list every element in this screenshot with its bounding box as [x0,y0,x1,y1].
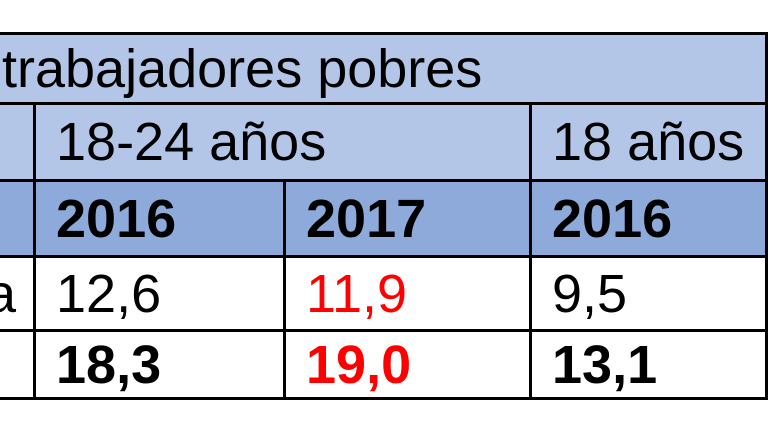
data-value: 18,3 [56,334,162,395]
year-header-label: 2017 [306,188,427,249]
col-group-label: 18-24 años [56,112,327,172]
table-title: trabajadores pobres [2,38,483,99]
row-label-2 [0,332,36,397]
year-header-label: 2016 [552,188,673,249]
row-label-spacer-years [0,182,36,258]
col-group-header-18: 18 años [532,105,765,182]
data-value: 19,0 [306,334,412,395]
data-cell-r1-2017: 11,9 [286,258,532,332]
row-label-spacer-groups [0,105,36,182]
data-cell-r1-2016b: 9,5 [532,258,765,332]
data-cell-r1-2016: 12,6 [36,258,286,332]
poor-workers-table: trabajadores pobres 18-24 años 18 años 2… [0,32,768,400]
row-label-text: a [0,267,16,321]
data-cell-r2-2016: 18,3 [36,332,286,397]
year-header-label: 2016 [56,188,177,249]
data-value: 13,1 [552,334,658,395]
row-label-1: a [0,258,36,332]
data-value: 11,9 [306,263,408,324]
data-cell-r2-2017: 19,0 [286,332,532,397]
col-group-label: 18 años [552,112,745,172]
year-header-2017: 2017 [286,182,532,258]
col-group-header-18-24: 18-24 años [36,105,532,182]
table-title-cell: trabajadores pobres [0,35,765,105]
data-cell-r2-2016b: 13,1 [532,332,765,397]
data-value: 12,6 [56,263,162,324]
year-header-2016-a: 2016 [36,182,286,258]
year-header-2016-b: 2016 [532,182,765,258]
data-value: 9,5 [552,263,628,324]
